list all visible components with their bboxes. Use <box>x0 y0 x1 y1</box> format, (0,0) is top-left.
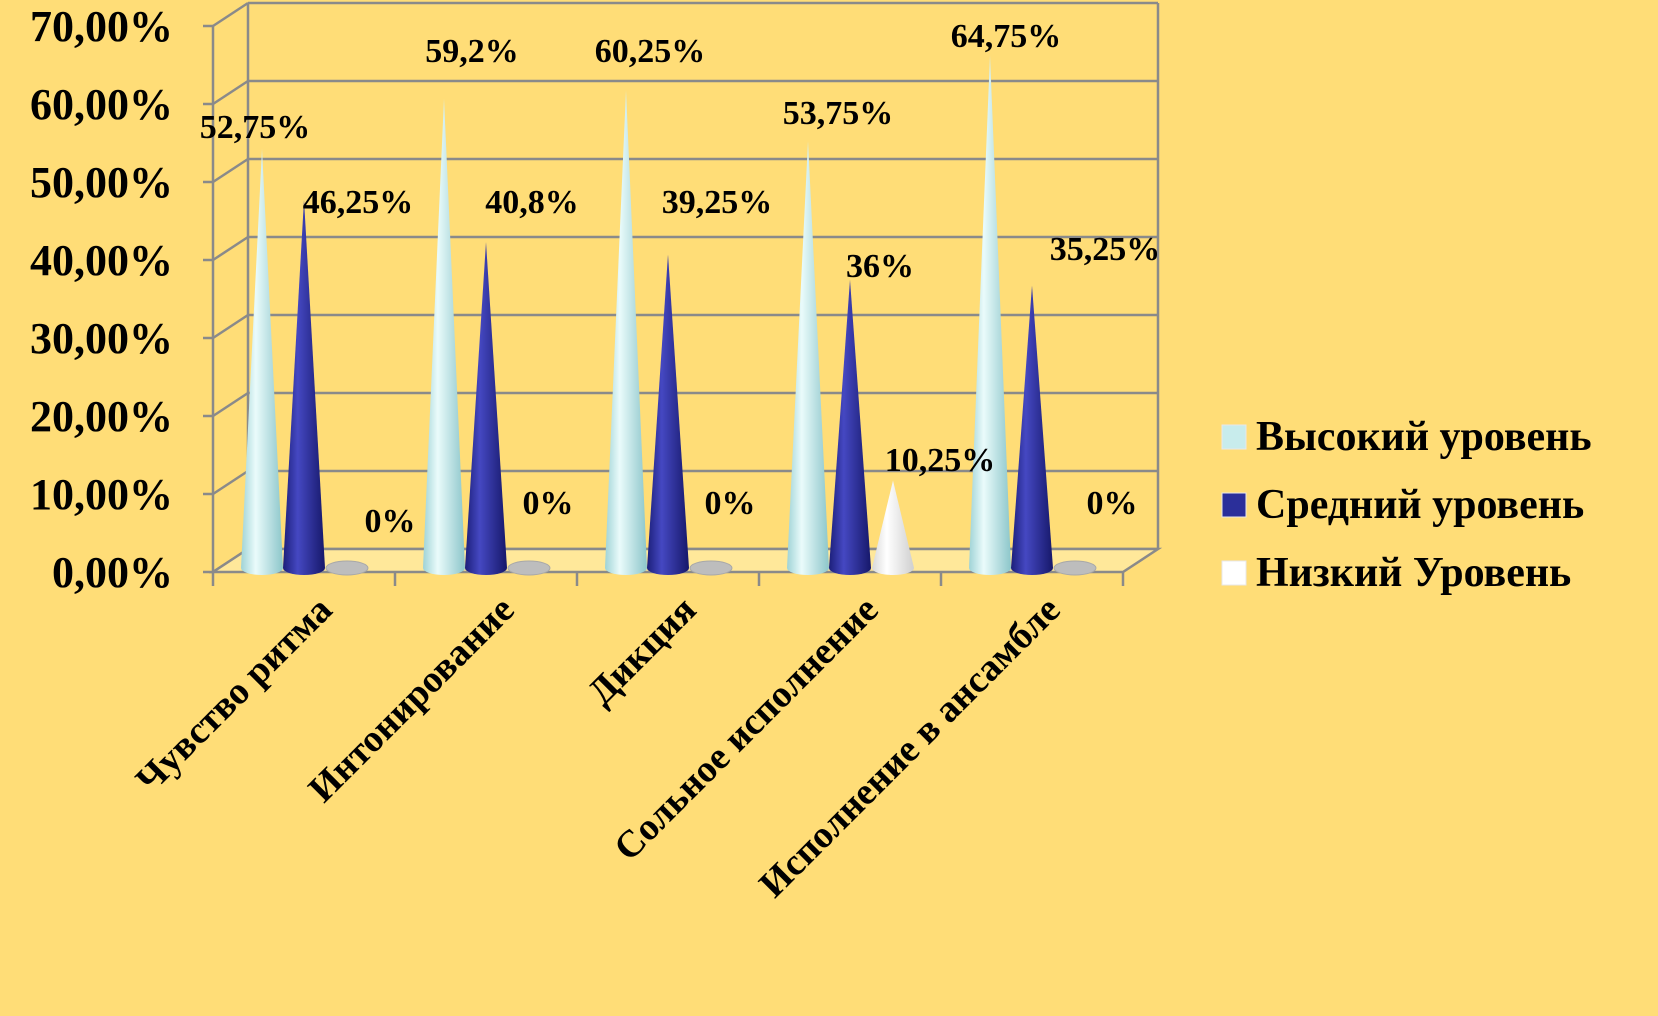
cone-0-0 <box>241 149 283 576</box>
data-label: 39,25% <box>662 184 773 221</box>
cone-0-3 <box>787 141 829 575</box>
legend-swatch <box>1221 492 1247 518</box>
axes <box>211 26 1125 586</box>
data-label: 0% <box>523 485 574 522</box>
legend-entry: Средний уровень <box>1256 482 1584 528</box>
data-label: 59,2% <box>425 33 519 70</box>
side-wall-gridline <box>212 235 249 262</box>
data-label: 52,75% <box>200 109 311 146</box>
x-tick-label: Исполнение в ансамбле <box>751 589 1068 906</box>
cone-marks <box>241 55 1097 576</box>
data-label: 10,25% <box>885 442 996 479</box>
x-tick-label: Чувство ритма <box>128 589 340 801</box>
data-label: 36% <box>846 248 914 285</box>
y-tick-label: 0,00% <box>52 548 173 597</box>
y-tick-label: 30,00% <box>30 314 173 363</box>
y-tick-label: 50,00% <box>30 158 173 207</box>
side-wall-gridline <box>212 1 249 28</box>
legend-swatch <box>1221 424 1247 450</box>
data-label: 35,25% <box>1050 231 1161 268</box>
side-wall-gridline <box>212 391 249 418</box>
cone-1-1 <box>465 242 507 575</box>
legend-entry: Низкий Уровень <box>1256 550 1571 596</box>
cone-1-4 <box>1011 285 1053 575</box>
side-wall-gridline <box>212 79 249 106</box>
cone-base-2-0 <box>325 560 369 576</box>
data-label: 46,25% <box>303 184 414 221</box>
y-tick-label: 20,00% <box>30 392 173 441</box>
cone-1-3 <box>829 279 871 575</box>
data-label: 64,75% <box>951 18 1062 55</box>
cone-1-0 <box>283 199 325 575</box>
cone-1-2 <box>647 254 689 575</box>
data-label: 40,8% <box>485 184 579 221</box>
legend-swatch <box>1221 560 1247 586</box>
cone-base-2-1 <box>507 560 551 576</box>
cone-0-2 <box>605 90 647 576</box>
cone-0-4 <box>969 55 1011 575</box>
y-tick-label: 10,00% <box>30 470 173 519</box>
y-axis-tick-labels: 0,00% 10,00% 20,00% 30,00% 40,00% 50,00% 60,00… <box>30 2 173 597</box>
y-tick-label: 40,00% <box>30 236 173 285</box>
data-label: 0% <box>705 485 756 522</box>
side-wall-gridline <box>212 469 249 496</box>
data-labels: 52,75% 46,25% 0% 59,2% 40,8% 0% 60,25% 39,25% 0%… <box>200 18 1161 540</box>
data-label: 60,25% <box>595 33 706 70</box>
cone-2-3 <box>872 480 914 575</box>
x-tick-label: Дикция <box>580 589 705 714</box>
y-tick-label: 70,00% <box>30 2 173 51</box>
side-wall-gridline <box>212 313 249 340</box>
cone-base-2-2 <box>689 560 733 576</box>
legend: Высокий уровень Средний уровень Низкий Уро… <box>1221 414 1592 596</box>
legend-entry: Высокий уровень <box>1256 414 1592 460</box>
data-label: 0% <box>1087 485 1138 522</box>
y-tick-label: 60,00% <box>30 80 173 129</box>
data-label: 0% <box>365 503 416 540</box>
data-label: 53,75% <box>783 95 894 132</box>
side-wall-gridline <box>212 157 249 184</box>
cone-base-2-4 <box>1053 560 1097 576</box>
cone-0-1 <box>423 98 465 576</box>
